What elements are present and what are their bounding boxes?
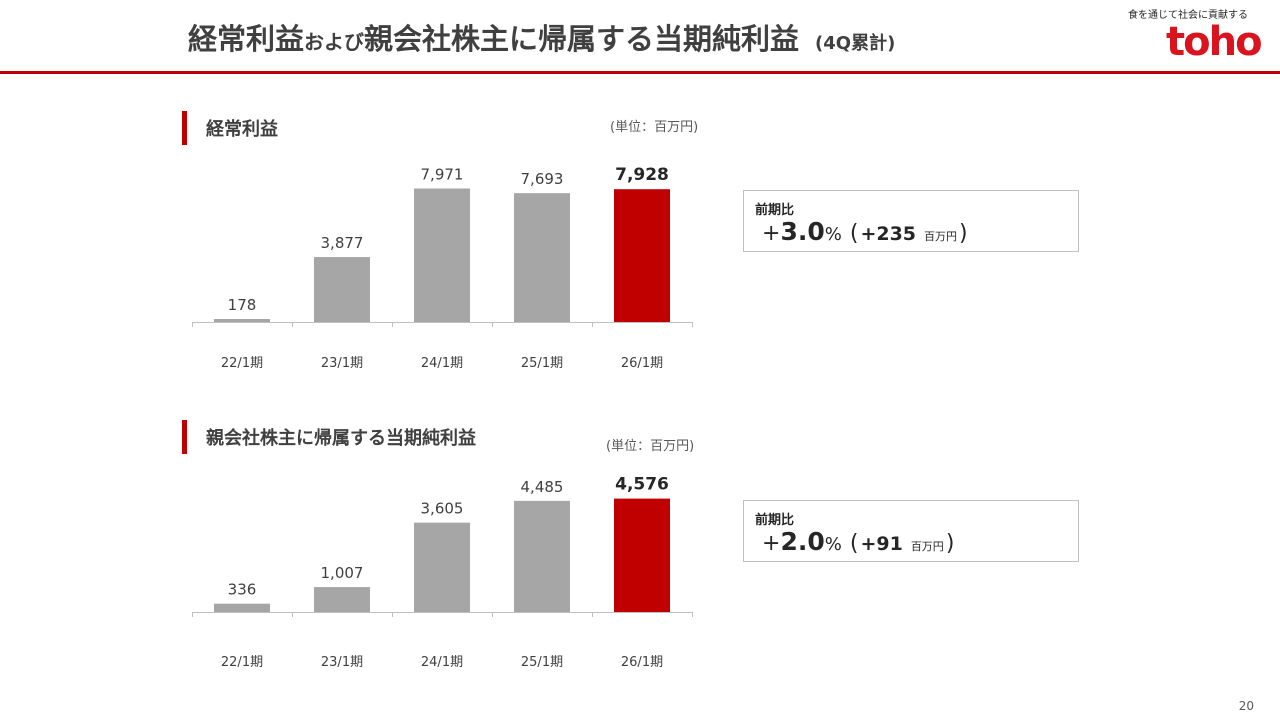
comparison-box-ordinary-profit: 前期比 + 3.0 % ( +235 百万円 ) — [743, 190, 1079, 252]
comparison-pct-symbol: % — [824, 534, 842, 555]
bar-value-label-5: 4,576 — [615, 475, 669, 495]
bar-4 — [514, 193, 570, 322]
bar-value-label-4: 4,485 — [521, 478, 564, 496]
bar-value-label-1: 336 — [228, 581, 257, 599]
page-title: 経常利益 および 親会社株主に帰属する当期純利益 (4Q累計) — [188, 16, 895, 66]
comparison-pct-number: 3.0 — [780, 217, 825, 246]
bar-value-label-1: 178 — [228, 296, 257, 314]
bar-1 — [214, 603, 270, 612]
bar-value-label-3: 3,605 — [421, 500, 464, 518]
bar-value-label-4: 7,693 — [521, 170, 564, 188]
comparison-paren-close: ) — [945, 531, 955, 556]
net-income-chart: 336 22/1期 1,007 23/1期 3,605 24/1期 4,485 25/1期 4,… — [192, 475, 693, 670]
section-marker — [182, 420, 187, 454]
category-label-4: 25/1期 — [521, 356, 563, 371]
section-label: 親会社株主に帰属する当期純利益 — [206, 428, 476, 449]
section-label: 経常利益 — [206, 119, 278, 140]
bar-2 — [314, 587, 370, 612]
section-header-net-income: 親会社株主に帰属する当期純利益 — [182, 420, 476, 454]
comparison-abs-value: +91 — [860, 533, 903, 555]
unit-label: (単位：百万円) — [606, 439, 695, 454]
comparison-sign: + — [762, 531, 781, 556]
category-label-2: 23/1期 — [321, 655, 363, 670]
category-label-5: 26/1期 — [621, 356, 663, 371]
bar-1 — [214, 319, 270, 322]
bar-5 — [614, 189, 670, 322]
ordinary-profit-chart: 178 22/1期 3,877 23/1期 7,971 24/1期 7,693 25/1期 7,… — [192, 165, 693, 371]
title-part-2: および — [304, 30, 365, 54]
comparison-abs-unit: 百万円 — [924, 230, 958, 243]
comparison-paren-close: ) — [959, 221, 968, 246]
bar-value-label-5: 7,928 — [615, 165, 669, 185]
title-part-4: (4Q累計) — [815, 33, 896, 54]
comparison-paren-open: ( — [849, 531, 859, 556]
comparison-label: 前期比 — [755, 513, 795, 528]
title-part-1: 経常利益 — [188, 22, 305, 56]
comparison-sign: + — [762, 221, 781, 246]
section-marker — [182, 111, 187, 145]
company-logo: toho — [1166, 19, 1263, 65]
page-number: 20 — [1238, 699, 1254, 713]
section-header-ordinary-profit: 経常利益 — [182, 111, 278, 145]
category-label-2: 23/1期 — [321, 356, 363, 371]
comparison-box-net-income: 前期比 + 2.0 % ( +91 百万円 ) — [743, 500, 1079, 562]
category-label-1: 22/1期 — [221, 356, 263, 371]
bar-2 — [314, 257, 370, 322]
category-label-5: 26/1期 — [621, 655, 663, 670]
comparison-value: + 3.0 % ( +235 百万円 ) — [762, 217, 968, 246]
comparison-abs-unit: 百万円 — [910, 540, 944, 553]
comparison-pct-number: 2.0 — [780, 527, 825, 556]
category-label-3: 24/1期 — [421, 655, 463, 670]
category-label-3: 24/1期 — [421, 356, 463, 371]
comparison-pct-symbol: % — [824, 224, 842, 245]
category-label-1: 22/1期 — [221, 655, 263, 670]
category-label-4: 25/1期 — [521, 655, 563, 670]
title-divider — [0, 71, 1280, 74]
unit-label: (単位：百万円) — [610, 120, 699, 135]
bar-value-label-2: 1,007 — [321, 564, 364, 582]
bar-value-label-3: 7,971 — [421, 165, 464, 183]
company-tagline: 食を通じて社会に貢献する — [1128, 10, 1248, 21]
bar-3 — [414, 522, 470, 612]
bar-5 — [614, 498, 670, 612]
comparison-abs-value: +235 — [860, 223, 917, 245]
comparison-label: 前期比 — [755, 203, 795, 218]
title-part-3: 親会社株主に帰属する当期純利益 — [364, 22, 800, 56]
comparison-value: + 2.0 % ( +91 百万円 ) — [762, 527, 954, 556]
bar-4 — [514, 500, 570, 612]
bar-3 — [414, 188, 470, 322]
comparison-paren-open: ( — [849, 221, 859, 246]
bar-value-label-2: 3,877 — [321, 234, 364, 252]
